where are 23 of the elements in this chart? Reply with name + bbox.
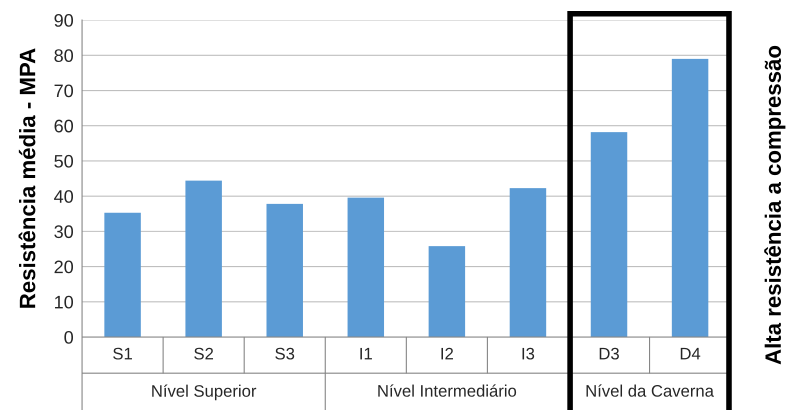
x-tick-label: S1 xyxy=(113,348,132,360)
y-tick-label: 20 xyxy=(54,260,74,274)
y-axis-title: Resistência média - MPA xyxy=(18,48,36,308)
x-tick-label: S3 xyxy=(275,348,294,360)
x-tick-label: I2 xyxy=(441,348,453,360)
y-tick-label: 40 xyxy=(54,190,74,203)
y-tick-label: 70 xyxy=(54,84,74,98)
y-tick-label: 30 xyxy=(54,225,74,238)
y-tick-label: 50 xyxy=(54,154,74,168)
x-tick-label: I3 xyxy=(522,348,534,360)
x-tick-label: S2 xyxy=(194,348,214,360)
x-tick-label: D4 xyxy=(680,348,700,360)
y-tick-label: 80 xyxy=(54,49,74,62)
x-tick-label: I1 xyxy=(360,348,372,360)
text: Nível da Caverna xyxy=(586,384,714,397)
text: Nível Intermediário xyxy=(378,384,516,397)
y-tick-label: 0 xyxy=(64,330,74,344)
text: Alta resistência a compressão xyxy=(764,46,786,364)
y-tick-label: 60 xyxy=(54,120,74,132)
text: Nível Superior xyxy=(152,384,256,400)
x-tick-label: D3 xyxy=(600,348,619,360)
y-tick-label: 10 xyxy=(55,296,74,309)
y-tick-label: 90 xyxy=(54,14,74,27)
